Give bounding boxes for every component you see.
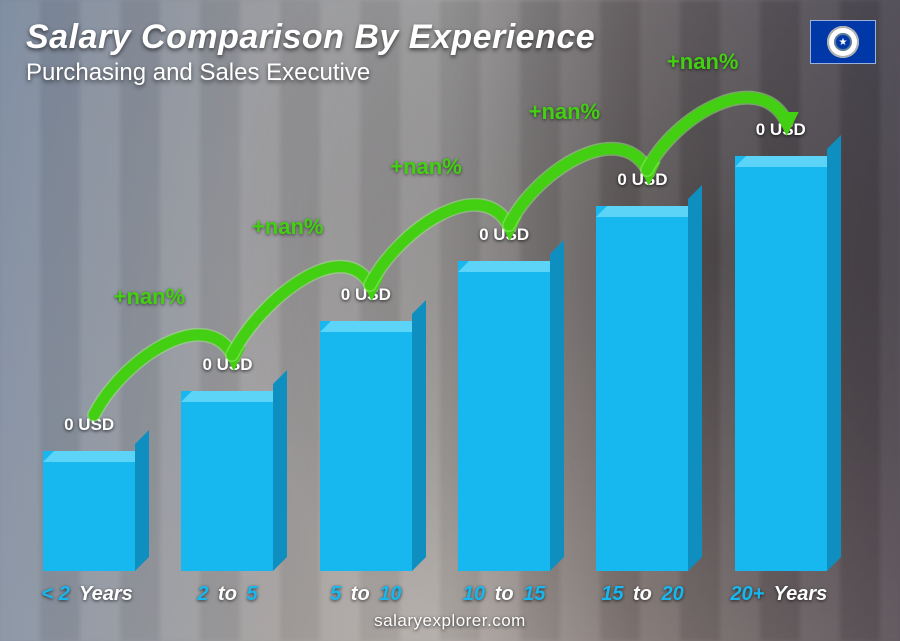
bar: 0 USD< 2 Years (43, 451, 135, 571)
flag-icon (810, 20, 876, 64)
chart-area: 0 USD< 2 Years 0 USD2 to 5 0 USD5 to 10 0 U… (0, 110, 860, 571)
bar-container: 0 USD< 2 Years 0 USD2 to 5 0 USD5 to 10 0 U… (20, 110, 850, 571)
bar-category-label: 20+ Years (730, 583, 831, 606)
cat-part-b: Years (768, 583, 827, 605)
bar: 0 USD15 to 20 (596, 206, 688, 571)
bar-slot: 0 USD20+ Years (712, 110, 850, 571)
cat-part-a: 10 (463, 583, 485, 605)
header: Salary Comparison By Experience Purchasi… (26, 18, 595, 87)
bar-top-face (181, 391, 284, 402)
bar-value-label: 0 USD (479, 225, 529, 245)
increase-label: +nan% (667, 49, 739, 75)
bar-value-label: 0 USD (617, 170, 667, 190)
chart-title: Salary Comparison By Experience (26, 18, 595, 57)
bar-slot: 0 USD< 2 Years (20, 110, 158, 571)
flag-seal-outer (827, 26, 859, 58)
footer-attribution: salaryexplorer.com (0, 611, 900, 631)
cat-part-a: 5 (330, 583, 341, 605)
bar-side-face (412, 300, 426, 571)
cat-part-b: 5 (246, 583, 257, 605)
bar-top-face (596, 206, 699, 217)
cat-part-mid: to (345, 583, 375, 605)
bar-side-face (273, 370, 287, 571)
cat-part-b: 20 (661, 583, 683, 605)
bar-side-face (550, 240, 564, 571)
cat-part-mid: to (627, 583, 657, 605)
bar-side-face (135, 430, 149, 571)
bar-category-label: 2 to 5 (197, 583, 257, 606)
cat-part-a: 15 (601, 583, 623, 605)
bar-top-face (735, 156, 838, 167)
bar-side-face (688, 185, 702, 571)
cat-part-a: 2 (197, 583, 208, 605)
bar-side-face (827, 135, 841, 571)
bar: 0 USD20+ Years (735, 156, 827, 571)
bar: 0 USD10 to 15 (458, 261, 550, 571)
bar-value-label: 0 USD (341, 285, 391, 305)
bar-top-face (458, 261, 561, 272)
bar-category-label: < 2 Years (42, 583, 137, 606)
cat-part-b: 10 (379, 583, 401, 605)
cat-part-a: 20+ (730, 583, 764, 605)
cat-part-b: Years (74, 583, 133, 605)
cat-part-mid: to (212, 583, 242, 605)
bar: 0 USD2 to 5 (181, 391, 273, 571)
bar: 0 USD5 to 10 (320, 321, 412, 571)
cat-part-a: < 2 (42, 583, 70, 605)
flag-seal-inner (834, 33, 852, 51)
bar-slot: 0 USD15 to 20 (573, 110, 711, 571)
cat-part-b: 15 (523, 583, 545, 605)
bar-category-label: 10 to 15 (463, 583, 546, 606)
bar-slot: 0 USD2 to 5 (158, 110, 296, 571)
bar-value-label: 0 USD (64, 415, 114, 435)
bar-value-label: 0 USD (756, 120, 806, 140)
chart-stage: Salary Comparison By Experience Purchasi… (0, 0, 900, 641)
bar-category-label: 5 to 10 (330, 583, 401, 606)
bar-slot: 0 USD10 to 15 (435, 110, 573, 571)
bar-top-face (43, 451, 146, 462)
bar-category-label: 15 to 20 (601, 583, 684, 606)
bar-value-label: 0 USD (202, 355, 252, 375)
bar-top-face (320, 321, 423, 332)
chart-subtitle: Purchasing and Sales Executive (26, 59, 595, 87)
cat-part-mid: to (489, 583, 519, 605)
bar-slot: 0 USD5 to 10 (297, 110, 435, 571)
